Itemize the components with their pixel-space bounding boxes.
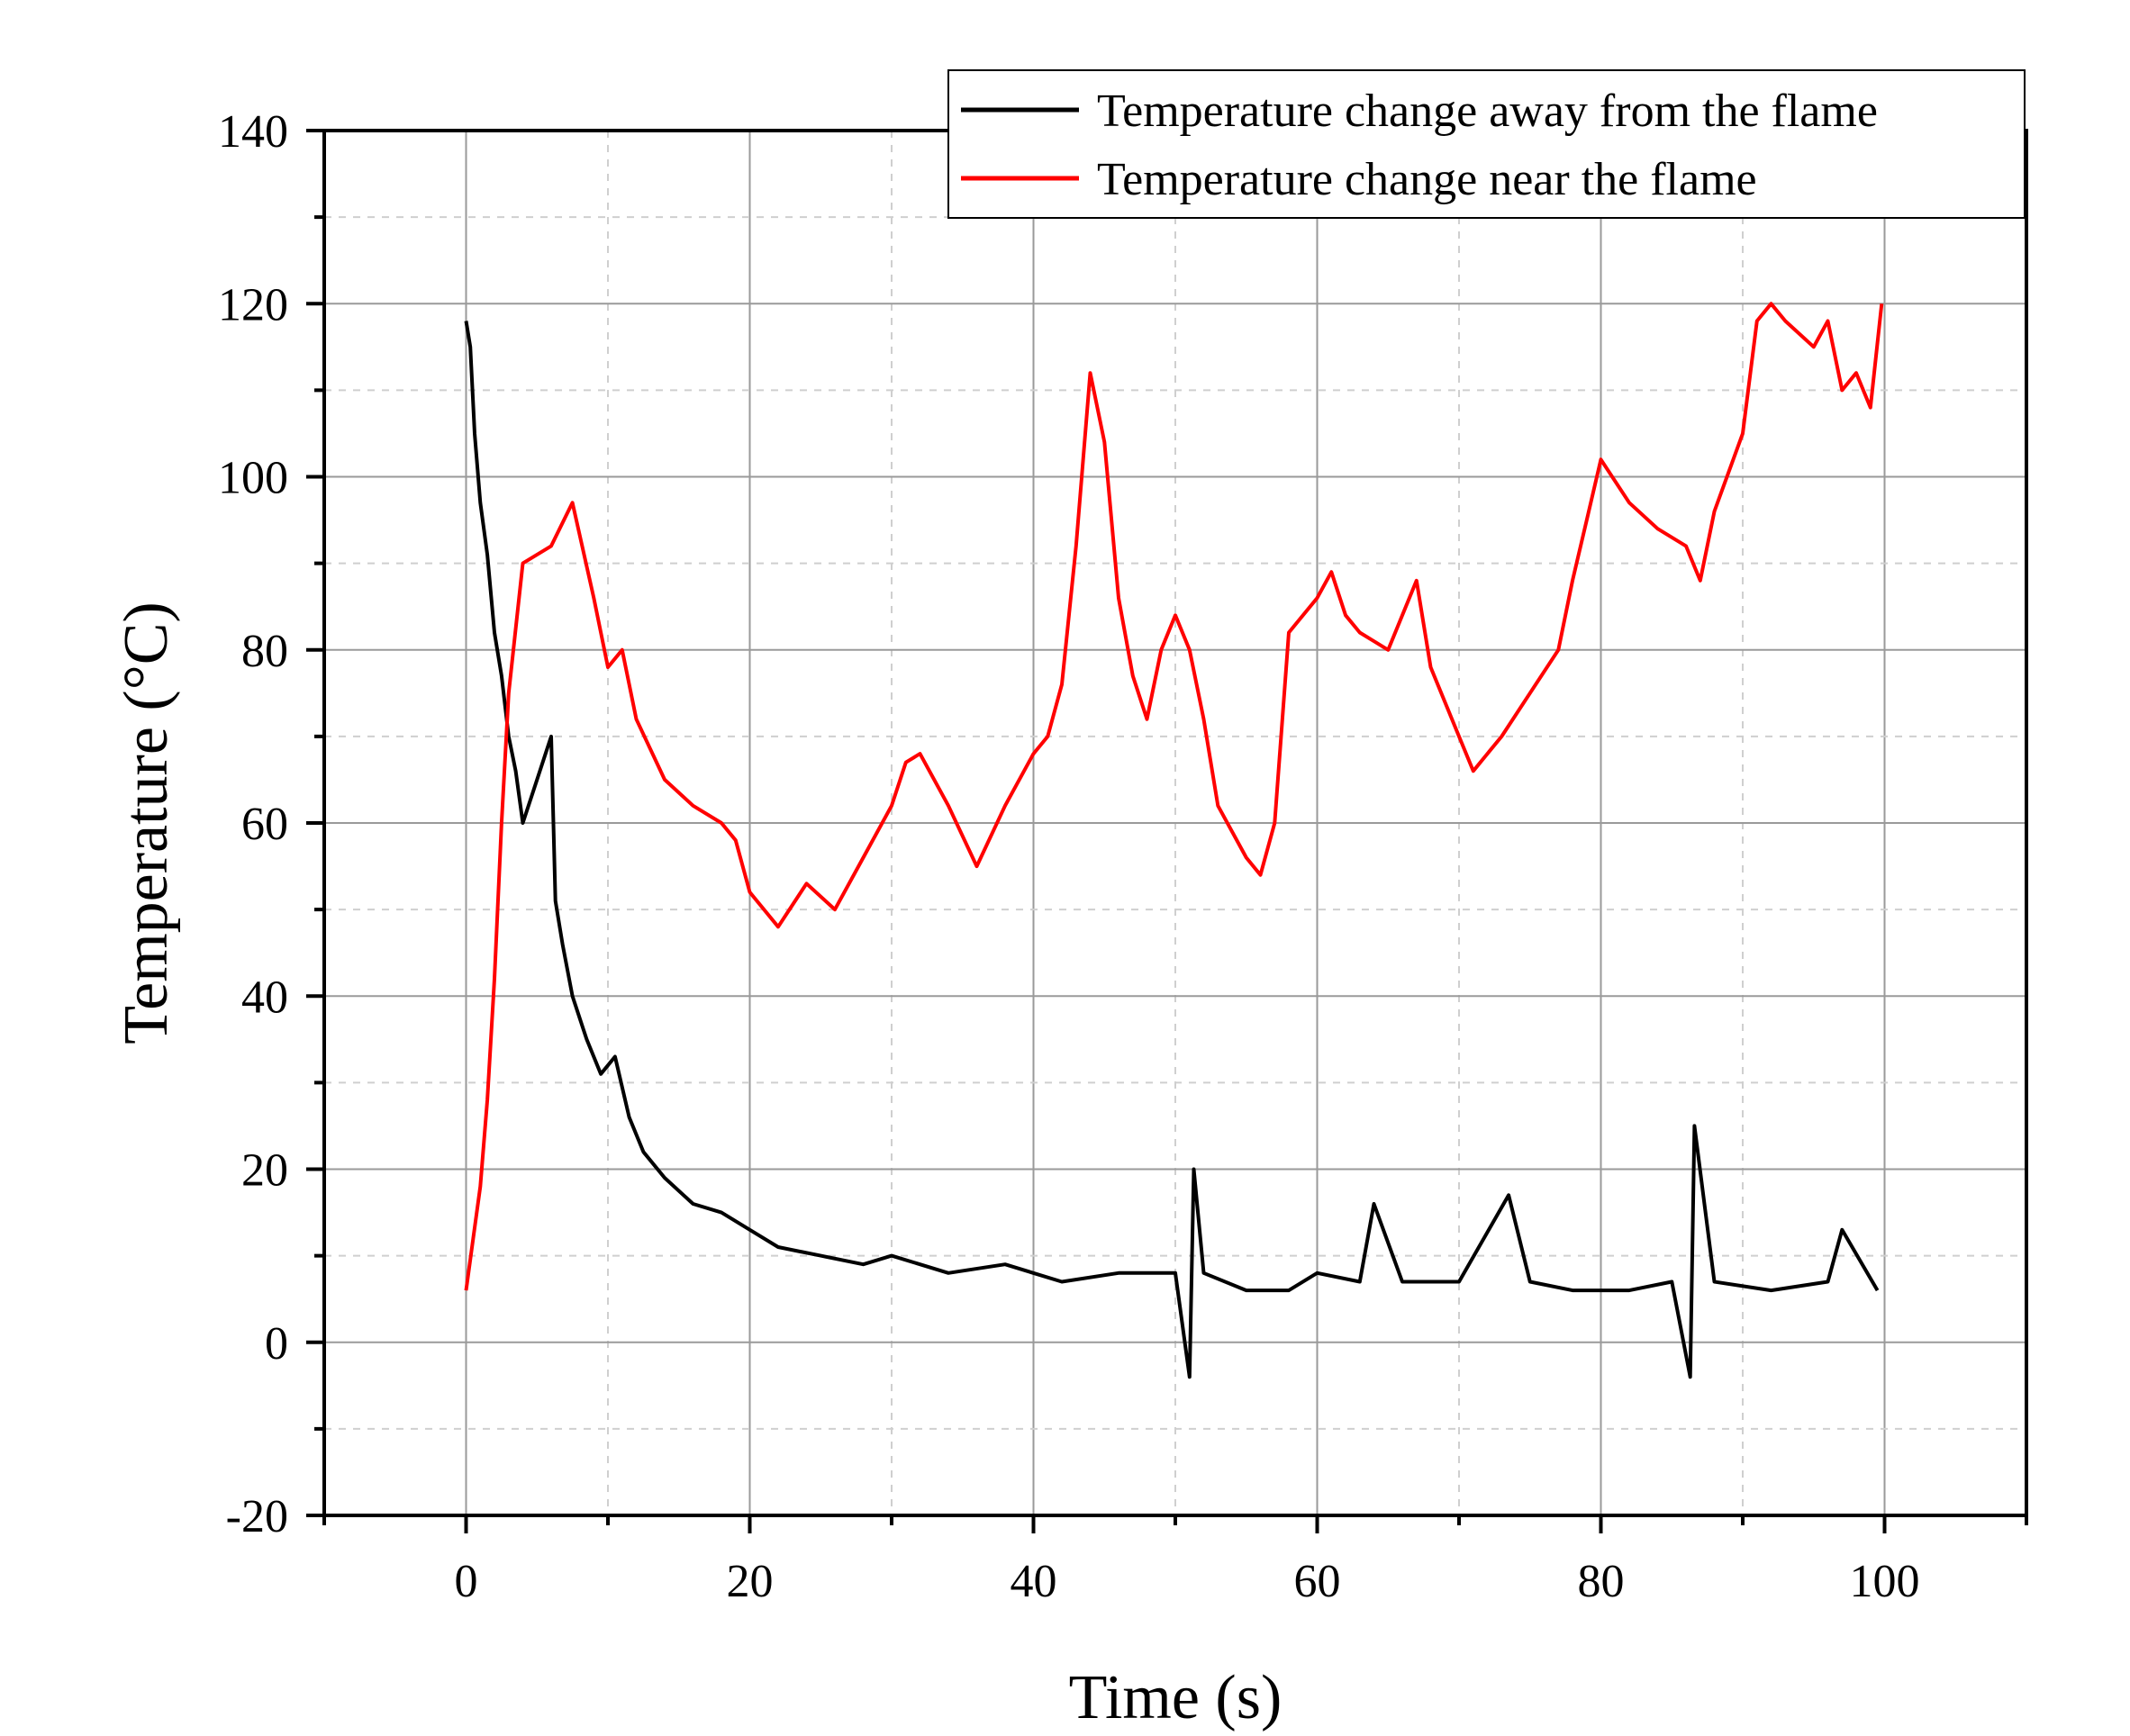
x-tick-label: 60 bbox=[1294, 1556, 1341, 1607]
legend: Temperature change away from the flame T… bbox=[947, 69, 2026, 219]
y-tick-label: 100 bbox=[218, 453, 288, 504]
y-tick-label: 40 bbox=[241, 972, 288, 1023]
series-line-away bbox=[464, 321, 1880, 1379]
x-axis-title: Time (s) bbox=[1069, 1663, 1283, 1732]
y-tick-label: -20 bbox=[226, 1491, 288, 1542]
grid-lines bbox=[324, 131, 2026, 1515]
legend-label-away: Temperature change away from the flame bbox=[1097, 86, 1878, 137]
y-axis-title: Temperature (°C) bbox=[112, 601, 181, 1044]
x-tick-label: 80 bbox=[1578, 1556, 1625, 1607]
x-tick-label: 100 bbox=[1850, 1556, 1920, 1607]
x-tick-label: 40 bbox=[1011, 1556, 1057, 1607]
y-tick-label: 80 bbox=[241, 626, 288, 677]
y-tick-label: 120 bbox=[218, 279, 288, 330]
legend-box bbox=[947, 69, 2026, 219]
axis-ticks: 0 20 40 60 80 100 -20 0 20 40 60 80 100 120 140 bbox=[218, 106, 2028, 1607]
x-tick-label: 20 bbox=[727, 1556, 774, 1607]
y-tick-label: 140 bbox=[218, 106, 288, 158]
series-lines bbox=[464, 302, 1884, 1379]
y-tick-label: 20 bbox=[241, 1145, 288, 1197]
x-tick-label: 0 bbox=[455, 1556, 478, 1607]
series-line-near bbox=[464, 302, 1884, 1291]
y-tick-label: 0 bbox=[265, 1318, 288, 1370]
y-tick-label: 60 bbox=[241, 799, 288, 850]
legend-label-near: Temperature change near the flame bbox=[1097, 154, 1757, 205]
